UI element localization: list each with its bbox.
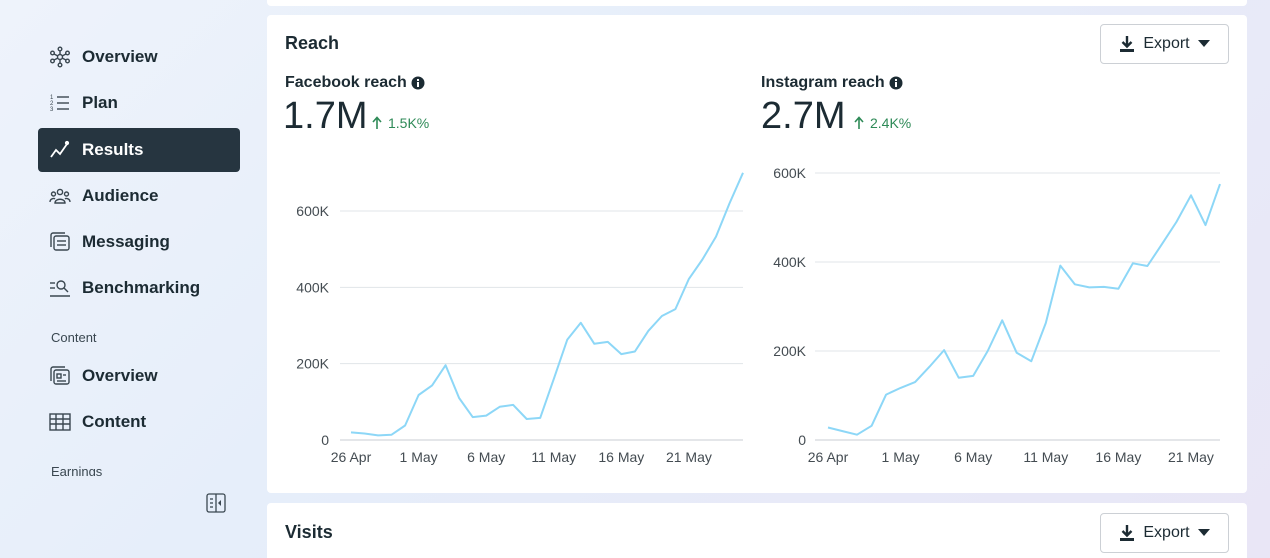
delta-value: 2.4K% (870, 115, 912, 131)
x-tick-label: 26 Apr (808, 449, 849, 465)
sidebar-item-content[interactable]: Content (38, 400, 240, 444)
y-tick-label: 200K (773, 343, 806, 359)
download-icon (1120, 36, 1135, 52)
x-tick-label: 6 May (467, 449, 505, 465)
facebook-reach-value: 1.7M (283, 95, 368, 137)
sidebar-item-benchmarking[interactable]: Benchmarking (38, 266, 240, 310)
overview-network-icon (48, 45, 72, 69)
svg-text:1: 1 (50, 95, 54, 101)
instagram-reach-label: Instagram reach (761, 74, 885, 91)
sidebar-item-messaging[interactable]: Messaging (38, 220, 240, 264)
benchmark-search-icon (48, 276, 72, 300)
y-tick-label: 600K (296, 203, 329, 219)
sidebar-item-results[interactable]: Results (38, 128, 240, 172)
facebook-reach-line (350, 172, 744, 437)
y-tick-label: 400K (773, 254, 806, 270)
sidebar-item-content-overview[interactable]: Overview (38, 354, 240, 398)
sidebar-item-label: Overview (82, 366, 158, 385)
instagram-reach-value: 2.7M (761, 95, 846, 137)
x-tick-label: 1 May (882, 449, 920, 465)
facebook-reach-title: Facebook reach (285, 74, 425, 92)
sidebar-item-label: Audience (82, 186, 159, 205)
earnings-section-label: Earnings (51, 464, 103, 476)
instagram-reach-title: Instagram reach (761, 74, 903, 92)
caret-down-icon (1197, 529, 1210, 536)
instagram-reach-delta: 2.4K% (854, 115, 911, 131)
earnings-section-clip: Earnings (0, 462, 258, 476)
sidebar-item-label: Plan (82, 93, 118, 112)
facebook-reach-delta: 1.5K% (372, 115, 429, 131)
content-section-label: Content (51, 330, 97, 345)
y-tick-label: 600K (773, 165, 806, 181)
sidebar-item-overview[interactable]: Overview (38, 35, 240, 79)
svg-text:3: 3 (50, 107, 54, 113)
export-label: Export (1143, 524, 1190, 541)
arrow-up-icon (854, 116, 864, 129)
sidebar: Overview 1 2 3 Plan Results Audience (0, 0, 258, 558)
facebook-reach-label: Facebook reach (285, 74, 407, 91)
y-tick-label: 200K (296, 356, 329, 372)
x-tick-label: 1 May (400, 449, 438, 465)
reach-export-button[interactable]: Export (1100, 24, 1229, 64)
x-tick-label: 6 May (954, 449, 992, 465)
visits-card: Visits Export (267, 503, 1247, 558)
x-tick-label: 21 May (1168, 449, 1214, 465)
info-icon[interactable] (411, 76, 425, 90)
caret-down-icon (1197, 40, 1210, 47)
arrow-up-icon (372, 116, 382, 129)
content-overview-icon (48, 364, 72, 388)
sidebar-item-label: Overview (82, 47, 158, 66)
x-tick-label: 16 May (1095, 449, 1141, 465)
x-tick-label: 11 May (1023, 449, 1068, 465)
list-icon: 1 2 3 (48, 91, 72, 115)
sidebar-item-label: Benchmarking (82, 278, 201, 297)
x-tick-label: 11 May (531, 449, 576, 465)
svg-text:2: 2 (50, 101, 54, 107)
trend-icon (48, 138, 72, 162)
instagram-reach-line (827, 183, 1221, 436)
info-icon[interactable] (889, 76, 903, 90)
sidebar-item-label: Content (82, 412, 147, 431)
collapse-sidebar-icon[interactable] (206, 493, 226, 513)
reach-card: Reach Export Facebook reach 1.7M 1.5K% I… (267, 15, 1247, 493)
sidebar-item-label: Messaging (82, 232, 170, 251)
visits-export-button[interactable]: Export (1100, 513, 1229, 553)
messaging-icon (48, 230, 72, 254)
reach-title: Reach (285, 33, 340, 53)
x-tick-label: 16 May (598, 449, 644, 465)
y-tick-label: 0 (798, 432, 806, 448)
visits-title: Visits (285, 522, 333, 542)
x-tick-label: 21 May (666, 449, 712, 465)
delta-value: 1.5K% (388, 115, 430, 131)
sidebar-item-audience[interactable]: Audience (38, 174, 240, 218)
y-tick-label: 400K (296, 279, 329, 295)
audience-icon (48, 184, 72, 208)
x-tick-label: 26 Apr (331, 449, 372, 465)
sidebar-item-plan[interactable]: 1 2 3 Plan (38, 81, 240, 125)
table-icon (48, 410, 72, 434)
export-label: Export (1143, 35, 1190, 52)
y-tick-label: 0 (321, 432, 329, 448)
previous-card-edge (267, 0, 1247, 6)
download-icon (1120, 525, 1135, 541)
sidebar-item-label: Results (82, 140, 144, 159)
